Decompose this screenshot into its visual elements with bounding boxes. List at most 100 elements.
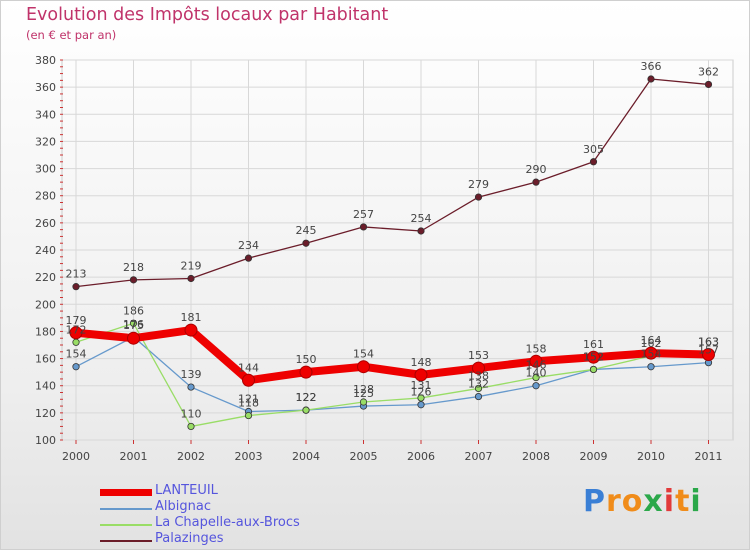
data-point: [647, 75, 655, 83]
data-point: [184, 323, 198, 337]
data-point: [302, 406, 310, 414]
data-point: [414, 368, 428, 382]
data-label: 305: [583, 143, 604, 156]
data-label: 279: [468, 178, 489, 191]
logo-letter: i: [663, 484, 676, 519]
data-point: [187, 274, 195, 283]
y-tick-label: 200: [35, 298, 56, 311]
y-tick-label: 280: [35, 190, 56, 203]
series-line-palazinges: [75, 78, 709, 288]
legend-label: LANTEUIL: [155, 483, 218, 498]
data-label: 362: [698, 65, 719, 78]
data-point: [474, 392, 483, 401]
series-line-albignac: [75, 336, 709, 413]
legend-label: Albignac: [155, 499, 211, 514]
legend-swatch: [100, 508, 152, 510]
data-label: 181: [181, 311, 202, 324]
y-tick-label: 320: [35, 135, 56, 148]
data-point: [244, 411, 253, 420]
data-label: 122: [296, 391, 317, 404]
logo-letter: i: [690, 484, 702, 519]
data-point: [417, 227, 425, 235]
data-label: 163: [698, 336, 719, 349]
y-tick-label: 140: [35, 380, 56, 393]
x-tick-label: 2008: [522, 450, 550, 463]
x-tick-label: 2009: [580, 450, 608, 463]
logo-letter: P: [583, 484, 606, 519]
data-point: [532, 373, 540, 382]
data-point: [242, 373, 255, 387]
y-tick-label: 380: [35, 54, 56, 67]
data-label: 164: [641, 334, 662, 347]
data-label: 146: [526, 359, 547, 372]
data-point: [644, 346, 658, 360]
y-tick-label: 180: [35, 325, 56, 338]
x-tick-label: 2007: [465, 450, 493, 463]
x-tick-label: 2006: [407, 450, 435, 463]
data-point: [532, 382, 540, 390]
x-tick-label: 2002: [177, 450, 205, 463]
x-tick-label: 2000: [62, 450, 90, 463]
y-tick-label: 260: [35, 217, 56, 230]
data-label: 161: [583, 338, 604, 351]
data-point: [129, 276, 138, 284]
data-point: [187, 383, 195, 391]
data-point: [359, 398, 368, 406]
y-tick-label: 100: [35, 434, 56, 447]
y-tick-label: 160: [35, 353, 56, 366]
y-tick-label: 120: [35, 407, 56, 420]
data-point: [589, 158, 598, 166]
data-label: 257: [353, 208, 374, 221]
data-label: 126: [411, 386, 432, 399]
data-point: [299, 365, 313, 379]
proxiti-logo: Proxiti: [583, 484, 702, 519]
data-point: [72, 283, 80, 291]
data-label: 163: [698, 336, 719, 349]
logo-letter: r: [606, 484, 622, 519]
x-tick-label: 2003: [235, 450, 263, 463]
legend-swatch: [100, 489, 152, 496]
y-tick-label: 340: [35, 108, 56, 121]
data-point: [417, 394, 425, 402]
data-label: 157: [698, 344, 719, 357]
data-point: [472, 361, 485, 375]
data-label: 140: [526, 367, 547, 380]
y-tick-label: 220: [35, 271, 56, 284]
data-label: 290: [526, 163, 547, 176]
data-label: 153: [468, 349, 489, 362]
legend-label: La Chapelle-aux-Brocs: [155, 515, 300, 530]
legend-swatch: [100, 524, 152, 526]
data-point: [702, 348, 715, 361]
logo-letter: o: [621, 484, 644, 519]
x-tick-label: 2010: [637, 450, 665, 463]
data-label: 152: [583, 350, 604, 363]
data-label: 154: [66, 348, 87, 361]
data-point: [69, 326, 83, 340]
x-tick-label: 2005: [350, 450, 378, 463]
data-point: [474, 193, 483, 201]
data-label: 175: [123, 319, 144, 332]
data-point: [72, 363, 80, 371]
data-point: [302, 239, 310, 247]
data-label: 154: [641, 348, 662, 361]
data-point: [647, 363, 655, 371]
data-label: 152: [583, 350, 604, 363]
data-label: 254: [411, 212, 432, 225]
data-point: [532, 178, 540, 186]
x-tick-label: 2001: [120, 450, 148, 463]
data-point: [129, 319, 138, 327]
data-label: 172: [66, 323, 87, 336]
data-point: [127, 331, 140, 345]
series-line-la-chapelle-aux-brocs: [75, 322, 709, 428]
data-label: 218: [123, 261, 144, 274]
data-label: 179: [66, 314, 87, 327]
data-label: 219: [181, 260, 202, 273]
data-label: 122: [296, 391, 317, 404]
data-point: [72, 338, 80, 346]
chart-title: Evolution des Impôts locaux par Habitant: [26, 5, 389, 25]
chart-subtitle: (en € et par an): [26, 28, 117, 42]
data-label: 139: [181, 368, 202, 381]
data-label: 121: [238, 393, 259, 406]
data-label: 131: [411, 379, 432, 392]
x-tick-label: 2011: [695, 450, 723, 463]
